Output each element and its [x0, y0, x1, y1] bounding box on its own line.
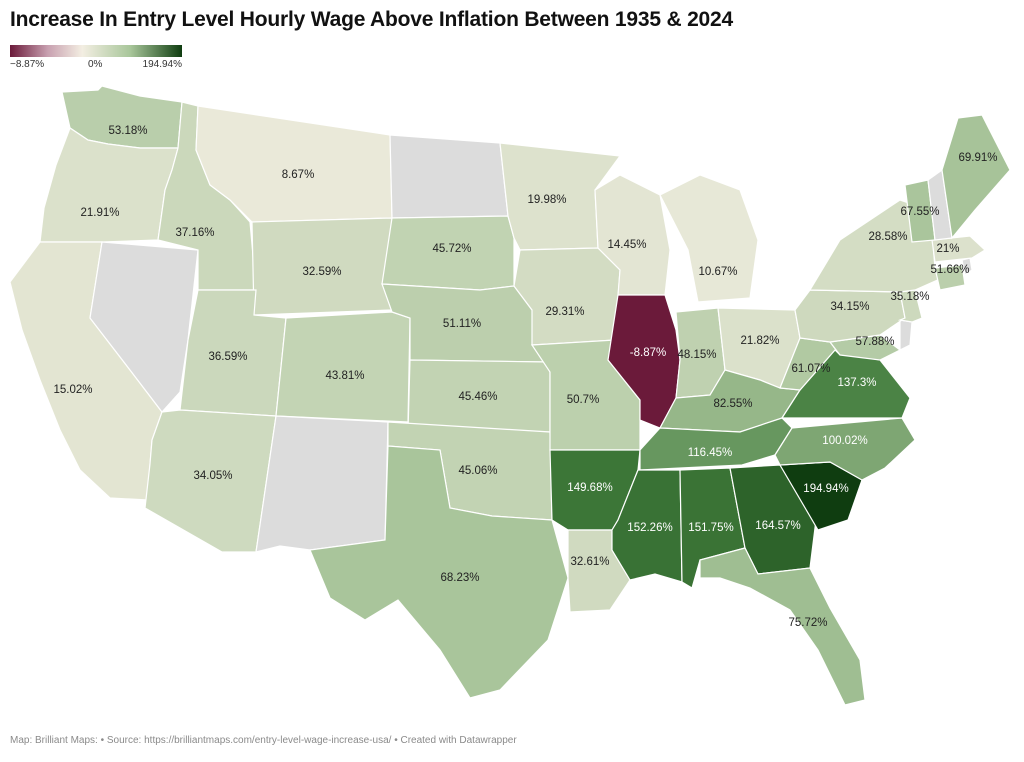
state-value-label-id: 37.16%: [175, 227, 214, 239]
state-value-label-az: 34.05%: [193, 470, 232, 482]
legend-max-label: 194.94%: [142, 59, 182, 70]
state-value-label-ks: 45.46%: [458, 391, 497, 403]
state-value-label-nj: 35.18%: [890, 291, 929, 303]
legend-min-label: −8.87%: [10, 59, 45, 70]
state-mi[interactable]: [659, 174, 759, 303]
state-value-label-il: -8.87%: [630, 347, 666, 359]
state-value-label-sd: 45.72%: [432, 243, 471, 255]
state-value-label-or: 21.91%: [80, 207, 119, 219]
state-value-label-sc: 194.94%: [803, 483, 848, 495]
state-de[interactable]: [899, 319, 913, 351]
state-value-label-ms: 152.26%: [627, 522, 672, 534]
state-value-label-me: 69.91%: [958, 152, 997, 164]
state-value-label-tn: 116.45%: [688, 447, 733, 459]
state-value-label-vt: 67.55%: [900, 206, 939, 218]
legend-gradient-bar: [10, 45, 182, 57]
state-value-label-pa: 34.15%: [830, 301, 869, 313]
state-value-label-ca: 15.02%: [53, 384, 92, 396]
state-value-label-la: 32.61%: [570, 556, 609, 568]
state-value-label-va: 137.3%: [837, 377, 876, 389]
state-value-label-ga: 164.57%: [755, 520, 800, 532]
state-value-label-ne: 51.11%: [443, 318, 481, 330]
source-footer: Map: Brilliant Maps: • Source: https://b…: [10, 735, 517, 746]
state-value-label-al: 151.75%: [688, 522, 733, 534]
state-value-label-mo: 50.7%: [567, 394, 600, 406]
state-value-label-ok: 45.06%: [458, 465, 497, 477]
state-value-label-wa: 53.18%: [108, 125, 147, 137]
state-value-label-wi: 14.45%: [607, 239, 646, 251]
state-ma[interactable]: [931, 235, 986, 263]
legend-labels: −8.87% 0% 194.94%: [10, 59, 182, 73]
state-nm[interactable]: [255, 415, 389, 553]
state-co[interactable]: [275, 311, 411, 423]
state-value-label-fl: 75.72%: [788, 617, 827, 629]
state-wi[interactable]: [594, 174, 671, 296]
state-nc[interactable]: [774, 417, 916, 481]
state-value-label-oh: 21.82%: [740, 335, 779, 347]
state-value-label-mt: 8.67%: [282, 169, 315, 181]
state-value-label-mn: 19.98%: [527, 194, 566, 206]
state-value-label-mi: 10.67%: [698, 266, 737, 278]
color-legend: −8.87% 0% 194.94%: [10, 45, 182, 73]
legend-zero-label: 0%: [88, 59, 103, 70]
state-value-label-tx: 68.23%: [440, 572, 479, 584]
state-value-label-wv: 61.07%: [791, 363, 830, 375]
state-nv[interactable]: [89, 241, 199, 413]
state-value-label-co: 43.81%: [325, 370, 364, 382]
state-nd[interactable]: [389, 134, 509, 219]
state-pa[interactable]: [794, 289, 906, 343]
state-ct[interactable]: [934, 264, 966, 291]
state-tx[interactable]: [309, 445, 569, 699]
state-value-label-wy: 32.59%: [302, 266, 341, 278]
state-me[interactable]: [941, 114, 1011, 240]
state-value-label-in: 48.15%: [677, 349, 716, 361]
state-value-label-ut: 36.59%: [208, 351, 247, 363]
state-value-label-ny: 28.58%: [868, 231, 907, 243]
state-value-label-ia: 29.31%: [545, 306, 584, 318]
state-value-label-ky: 82.55%: [713, 398, 752, 410]
state-fl[interactable]: [699, 547, 866, 706]
state-value-label-ct: 51.66%: [930, 264, 969, 276]
state-value-label-ar: 149.68%: [567, 482, 612, 494]
state-value-label-ma: 21%: [936, 243, 959, 255]
state-value-label-nc: 100.02%: [822, 435, 867, 447]
map-title: Increase In Entry Level Hourly Wage Abov…: [10, 8, 733, 31]
state-shapes: [9, 85, 1011, 706]
state-value-label-md: 57.88%: [855, 336, 894, 348]
state-labels: 53.18% 21.91% 15.02% 37.16% 8.67% 32.59% 36.59…: [53, 125, 997, 629]
